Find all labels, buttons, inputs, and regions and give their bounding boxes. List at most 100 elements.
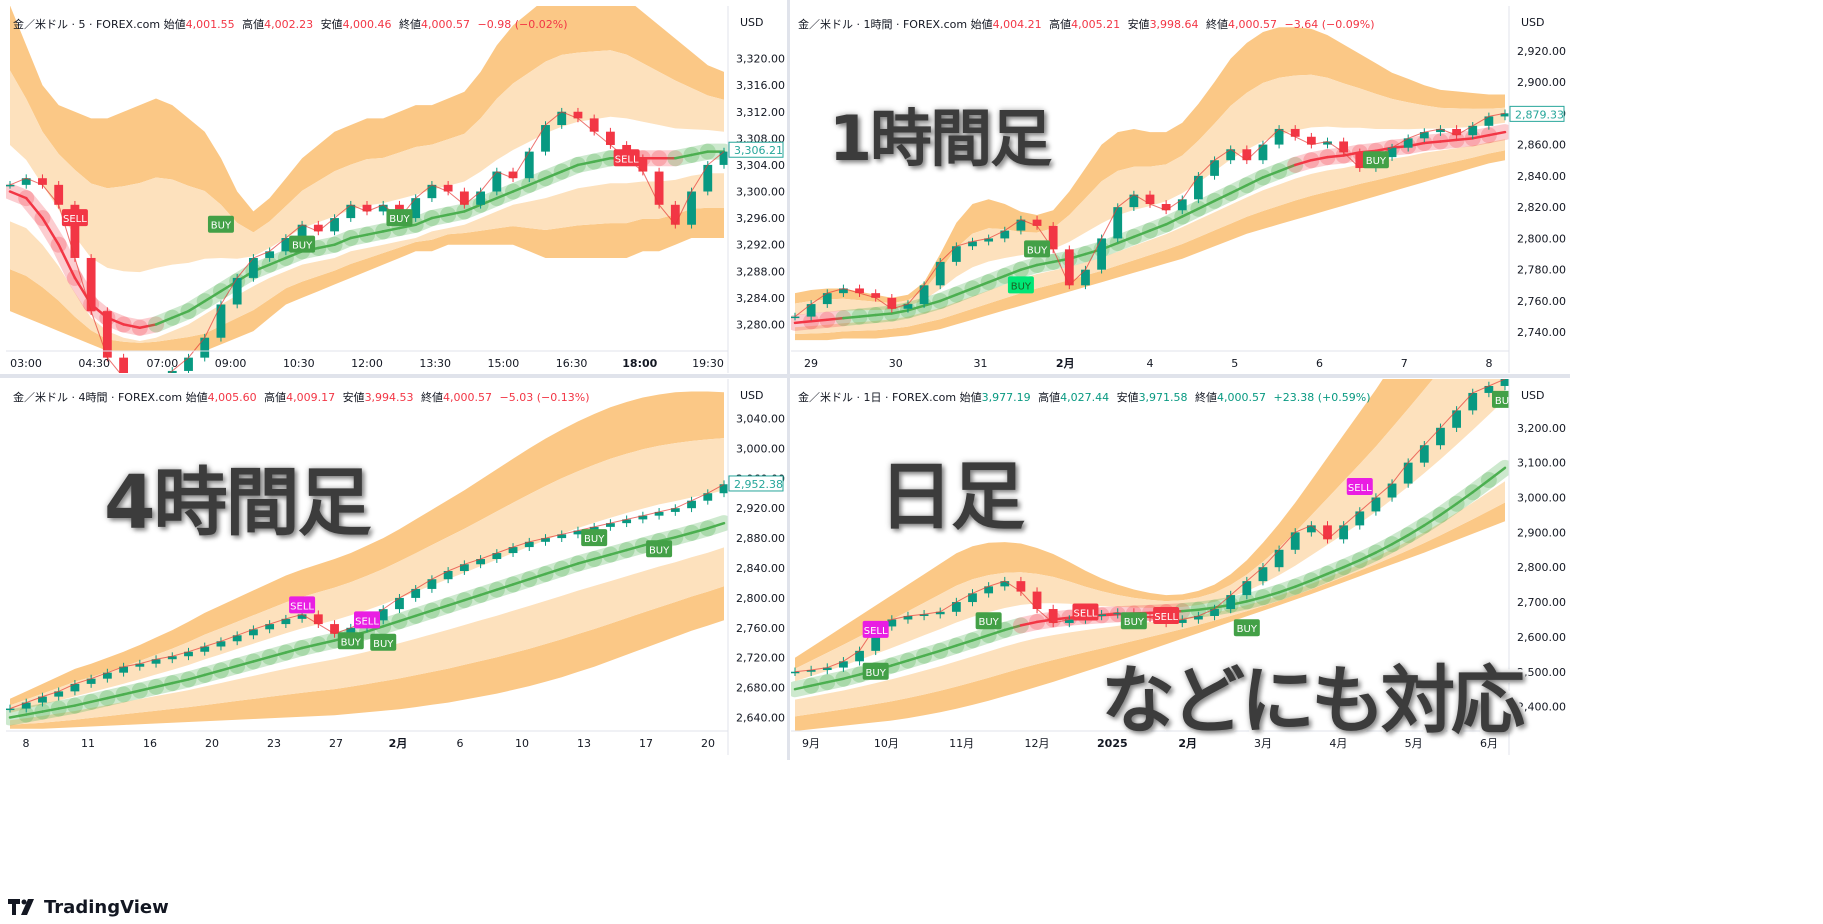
chart-5m[interactable]: SELL BUY BUY BUY SELL 3,280.00 3,284.00 3,288.0… xyxy=(6,6,786,373)
candle-body xyxy=(1323,141,1332,145)
ma-line-segment xyxy=(706,521,726,530)
candle-body xyxy=(54,691,64,697)
candle-body xyxy=(1339,525,1349,540)
close-value: 4,000.57 xyxy=(443,391,493,404)
close-value: 4,000.57 xyxy=(1217,391,1267,404)
y-tick-label: 2,860.00 xyxy=(1517,139,1566,152)
y-tick-label: 2,880.00 xyxy=(736,532,785,545)
y-tick-label: 2,800.00 xyxy=(1517,561,1566,574)
x-tick-label: 09:00 xyxy=(215,357,247,370)
x-tick-label: 10:30 xyxy=(283,357,315,370)
signal-buy: BUY xyxy=(1233,619,1260,637)
candle-body xyxy=(248,629,258,636)
signal-box xyxy=(1072,603,1099,621)
candle-body xyxy=(1274,549,1284,568)
candle-body xyxy=(21,178,31,185)
ma-line-segment xyxy=(1213,191,1232,203)
signal-label: SELL xyxy=(864,626,888,637)
chart-1d[interactable]: SELL BUY BUY SELL BUY SELL BUY SELL BUY 2,400.00 2… xyxy=(791,379,1567,755)
y-tick-label: 2,680.00 xyxy=(736,682,785,695)
y-tick-label: 3,280.00 xyxy=(736,318,785,331)
currency-unit[interactable]: USD xyxy=(740,389,764,402)
candle-body xyxy=(86,257,96,312)
candle-body xyxy=(1468,392,1478,411)
signal-sell: SELL xyxy=(613,149,640,167)
y-tick-label: 3,312.00 xyxy=(736,106,785,119)
x-tick-label: 3月 xyxy=(1254,737,1272,750)
candle-body xyxy=(1064,619,1074,623)
change-value: −0.98 (−0.02%) xyxy=(477,18,568,31)
open-label: 始値 xyxy=(185,391,208,404)
candle-body xyxy=(216,304,226,338)
chart-1h[interactable]: BUY BUY BUY 2,740.00 2,760.00 2,780.00 2,800.0… xyxy=(791,6,1567,373)
signal-label: BUY xyxy=(866,668,887,679)
candle-body xyxy=(1290,128,1300,137)
ma-line-segment xyxy=(1358,551,1378,562)
ma-line-segment xyxy=(41,707,60,713)
ma-line-segment xyxy=(24,710,44,716)
signal-box xyxy=(1362,151,1389,169)
low-label: 安値 xyxy=(1116,391,1139,404)
candle-body xyxy=(670,508,680,512)
ma-line-segment xyxy=(333,236,353,246)
ma-line-segment xyxy=(268,651,288,659)
candle-body xyxy=(1194,175,1203,200)
ma-line-segment xyxy=(560,562,580,570)
candle-body xyxy=(951,602,961,612)
ma-line-segment xyxy=(938,293,958,303)
chart-panel-4h[interactable]: SELL SELL BUY BUY BUY BUY 2,640.00 2,680.00 2,72… xyxy=(6,379,786,755)
symbol-header: 金／米ドル · 4時間 · FOREX.com 始値4,005.60 高値4,0… xyxy=(13,389,593,405)
chart-panel-1d[interactable]: SELL BUY BUY SELL BUY SELL BUY SELL BUY 2,400.00 2… xyxy=(791,379,1567,755)
ma-line-segment xyxy=(987,628,1007,637)
price-trend-line xyxy=(794,379,1506,673)
panel-divider-horizontal[interactable] xyxy=(0,374,1570,378)
lower-band-inner xyxy=(795,139,1505,334)
symbol-header: 金／米ドル · 1時間 · FOREX.com 始値4,004.21 高値4,0… xyxy=(798,16,1378,32)
candle-body xyxy=(1113,612,1123,615)
ma-line-segment xyxy=(1342,558,1362,569)
signal-label: BUY xyxy=(389,214,410,225)
signal-label: BUY xyxy=(1237,624,1258,635)
brand-name: TradingView xyxy=(44,896,169,918)
candle-body xyxy=(1306,136,1316,145)
x-tick-label: 7 xyxy=(1401,357,1408,370)
currency-unit[interactable]: USD xyxy=(1521,16,1545,29)
candle-body xyxy=(184,651,193,657)
candle-body xyxy=(1194,615,1203,620)
support-caption: などにも対応 xyxy=(1098,655,1528,747)
ma-line-segment xyxy=(446,598,466,607)
ma-line-segment xyxy=(1003,268,1023,278)
chart-panel-1h[interactable]: BUY BUY BUY 2,740.00 2,760.00 2,780.00 2,800.0… xyxy=(791,6,1567,373)
high-label: 高値 xyxy=(1049,18,1072,31)
y-axis-bg xyxy=(1509,379,1567,755)
chart-4h[interactable]: SELL SELL BUY BUY BUY BUY 2,640.00 2,680.00 2,72… xyxy=(6,379,786,755)
candle-body xyxy=(968,593,977,603)
ma-line-segment xyxy=(187,673,206,681)
y-tick-label: 3,300.00 xyxy=(736,186,785,199)
y-tick-label: 2,840.00 xyxy=(1517,170,1566,183)
candle-body xyxy=(1403,462,1413,484)
upper-band-inner xyxy=(10,438,724,713)
x-tick-label: 07:00 xyxy=(147,357,179,370)
currency-unit[interactable]: USD xyxy=(1521,389,1545,402)
y-tick-label: 3,000.00 xyxy=(736,442,785,455)
ma-line-segment xyxy=(1310,155,1329,162)
ma-line-segment xyxy=(317,639,336,646)
candle-body xyxy=(6,184,15,187)
candle-body xyxy=(1226,595,1236,610)
ma-line-segment xyxy=(544,170,563,180)
y-tick-label: 3,200.00 xyxy=(1517,422,1566,435)
panel-divider-vertical[interactable] xyxy=(787,0,790,760)
last-price-label: 2,952.38 xyxy=(734,478,783,491)
x-tick-label: 4 xyxy=(1147,357,1154,370)
candle-body xyxy=(395,597,404,610)
signal-box xyxy=(862,662,889,680)
currency-unit[interactable]: USD xyxy=(740,16,764,29)
high-label: 高値 xyxy=(264,391,287,404)
brand[interactable]: TradingView xyxy=(8,896,169,918)
candle-body xyxy=(806,670,816,672)
x-tick-label: 12月 xyxy=(1025,737,1050,750)
ma-line-segment xyxy=(528,176,547,187)
chart-panel-5m[interactable]: SELL BUY BUY BUY SELL 3,280.00 3,284.00 3,288.0… xyxy=(6,6,786,373)
high-value: 4,027.44 xyxy=(1060,391,1110,404)
